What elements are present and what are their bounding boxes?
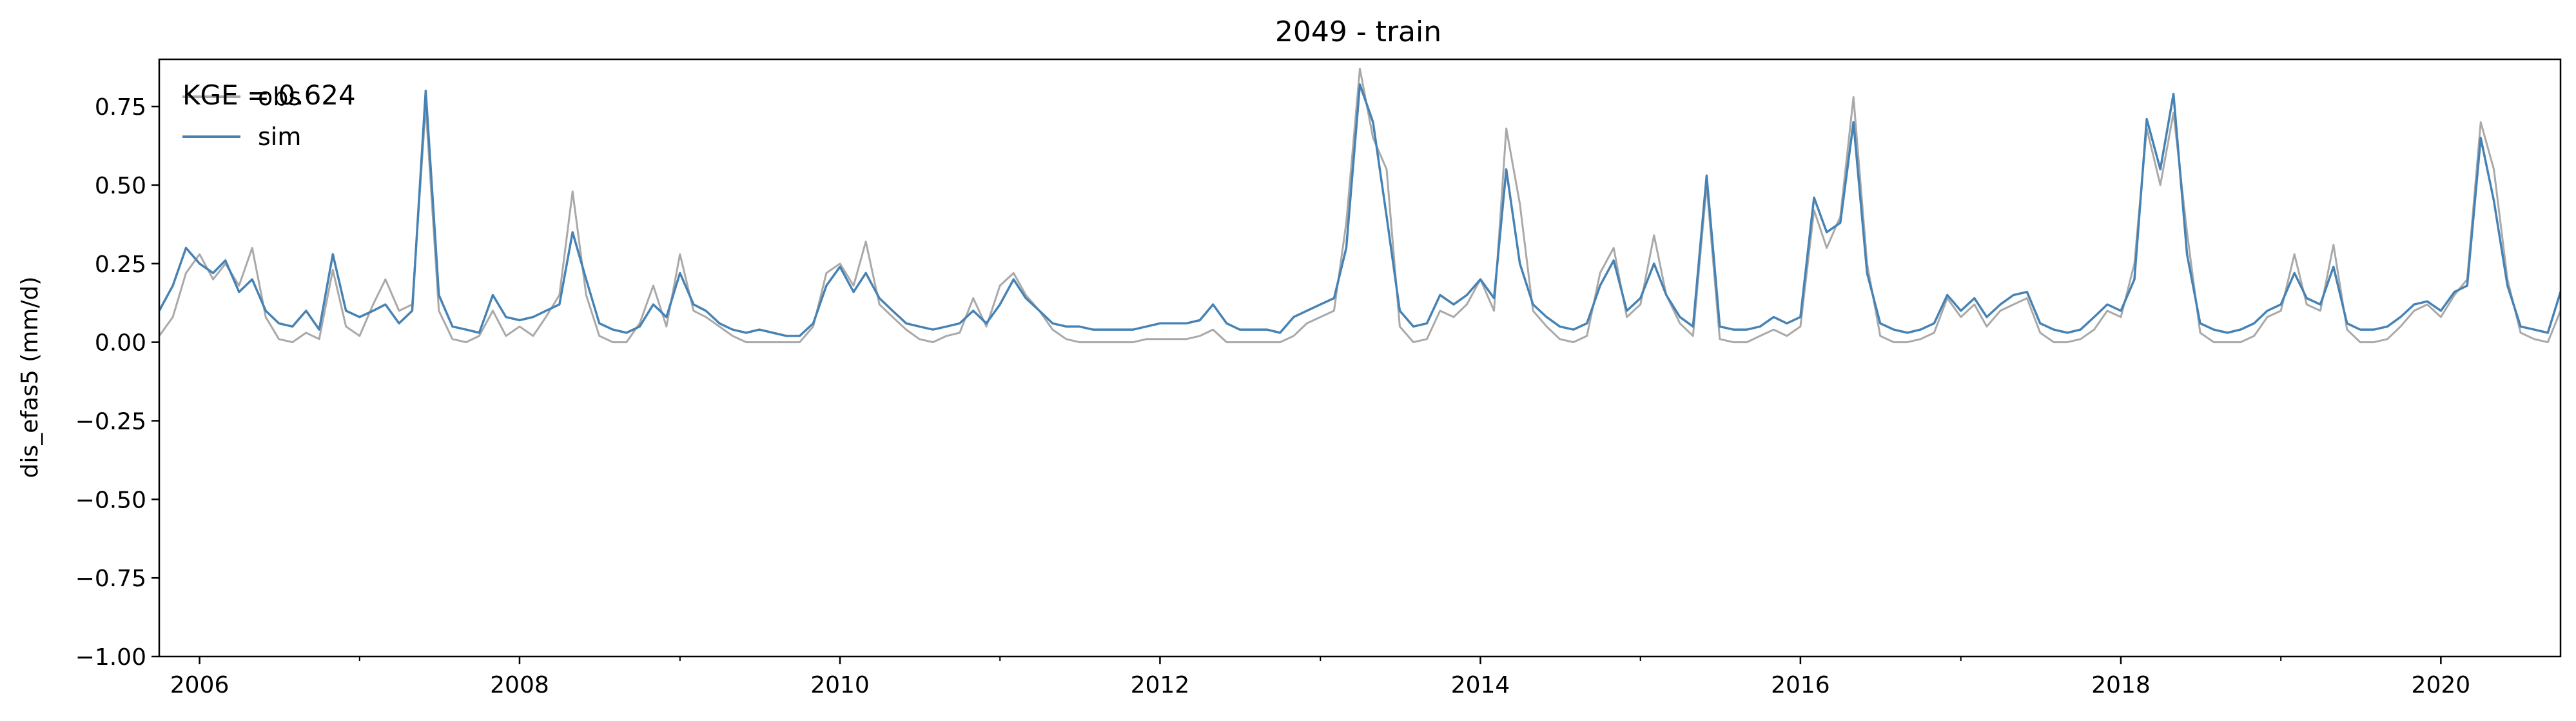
y-tick-label: 0.50 — [95, 173, 146, 199]
legend: obs sim KGE = 0.624 — [182, 79, 356, 151]
chart-title: 2049 - train — [1275, 15, 1441, 48]
y-tick-label: −0.25 — [75, 408, 146, 435]
y-tick-label: 0.25 — [95, 252, 146, 278]
x-tick-label: 2010 — [810, 672, 870, 698]
x-tick-label: 2020 — [2412, 672, 2471, 698]
plot-frame — [158, 58, 2562, 658]
y-axis-label: dis_efas5 (mm/d) — [17, 277, 43, 479]
plot-area — [159, 68, 2561, 344]
kge-annotation: KGE = 0.624 — [182, 79, 356, 111]
legend-label-obs: obs — [258, 83, 301, 111]
y-tick-label: −0.50 — [75, 487, 146, 513]
x-tick-label: 2018 — [2091, 672, 2151, 698]
x-axis: 2006 2008 2010 2012 2014 2016 2018 2020 — [170, 657, 2470, 698]
legend-label-sim: sim — [258, 123, 301, 151]
x-tick-label: 2014 — [1451, 672, 1510, 698]
x-tick-label: 2008 — [490, 672, 549, 698]
y-tick-label: −1.00 — [75, 644, 146, 671]
y-axis: 0.75 0.50 0.25 0.00 −0.25 −0.50 −0.75 −1.00 — [75, 94, 159, 671]
y-tick-label: −0.75 — [75, 566, 146, 592]
series-line-obs — [159, 68, 2561, 344]
y-tick-label: 0.75 — [95, 94, 146, 121]
x-tick-label: 2016 — [1771, 672, 1830, 698]
series-line-sim — [159, 83, 2561, 337]
x-tick-label: 2012 — [1131, 672, 1190, 698]
x-tick-label: 2006 — [170, 672, 229, 698]
y-tick-label: 0.00 — [95, 330, 146, 357]
